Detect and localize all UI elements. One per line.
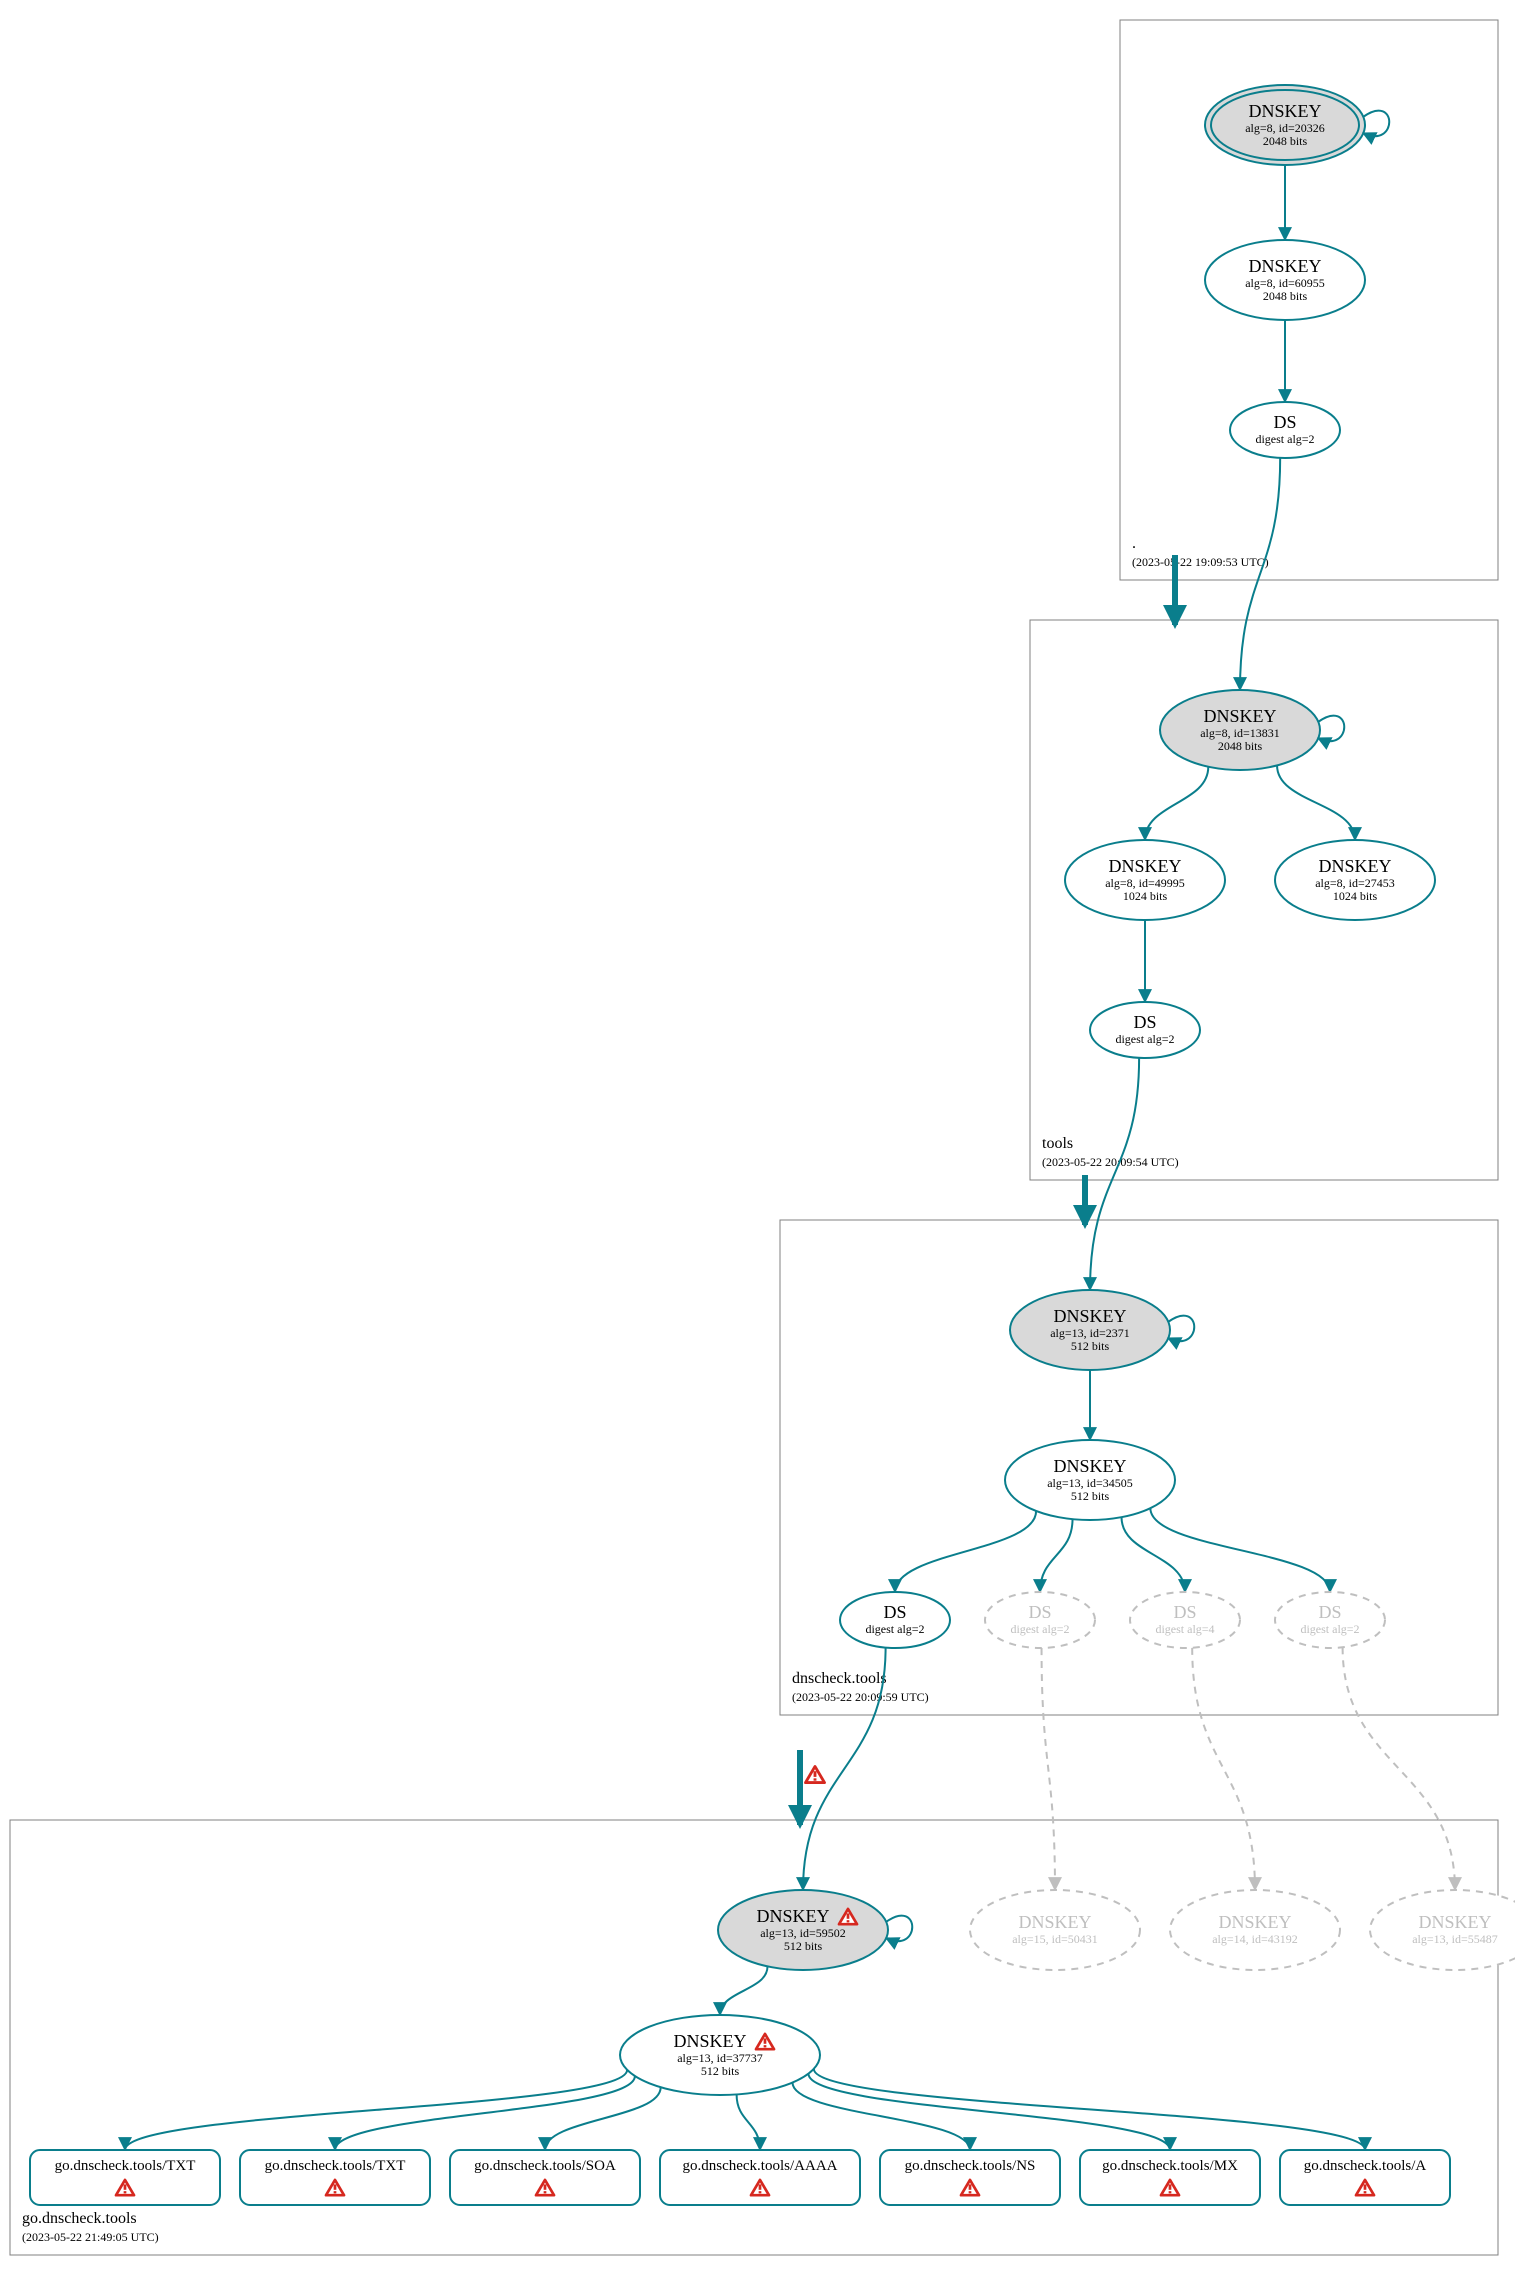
edge xyxy=(1240,458,1280,690)
svg-text:tools: tools xyxy=(1042,1135,1073,1152)
svg-text:512 bits: 512 bits xyxy=(784,1939,823,1953)
svg-text:.: . xyxy=(1132,535,1136,552)
svg-text:alg=15, id=50431: alg=15, id=50431 xyxy=(1012,1932,1098,1946)
svg-text:DS: DS xyxy=(1173,1602,1196,1622)
svg-text:DS: DS xyxy=(1133,1012,1156,1032)
svg-text:digest alg=2: digest alg=2 xyxy=(865,1622,924,1636)
edge xyxy=(792,2083,970,2150)
svg-text:go.dnscheck.tools/AAAA: go.dnscheck.tools/AAAA xyxy=(683,2158,838,2174)
svg-text:DNSKEY: DNSKEY xyxy=(673,2031,746,2051)
svg-text:DNSKEY: DNSKEY xyxy=(1248,101,1321,121)
svg-text:digest alg=4: digest alg=4 xyxy=(1155,1622,1214,1636)
svg-text:go.dnscheck.tools/A: go.dnscheck.tools/A xyxy=(1304,2158,1427,2174)
svg-text:digest alg=2: digest alg=2 xyxy=(1010,1622,1069,1636)
svg-text:DNSKEY: DNSKEY xyxy=(1018,1912,1091,1932)
warning-icon xyxy=(806,1766,825,1782)
self-loop xyxy=(1318,716,1344,742)
edge xyxy=(1090,1058,1139,1290)
svg-text:alg=8, id=49995: alg=8, id=49995 xyxy=(1105,876,1185,890)
svg-text:DS: DS xyxy=(1028,1602,1051,1622)
svg-text:512 bits: 512 bits xyxy=(1071,1489,1110,1503)
dnsviz-diagram: . (2023-05-22 19:09:53 UTC) tools (2023-05-… xyxy=(0,0,1515,2282)
svg-text:512 bits: 512 bits xyxy=(701,2064,740,2078)
svg-text:DNSKEY: DNSKEY xyxy=(756,1906,829,1926)
svg-text:digest alg=2: digest alg=2 xyxy=(1115,1032,1174,1046)
svg-text:DNSKEY: DNSKEY xyxy=(1053,1456,1126,1476)
svg-text:DS: DS xyxy=(883,1602,906,1622)
svg-text:2048 bits: 2048 bits xyxy=(1263,289,1308,303)
edge xyxy=(1042,1648,1055,1890)
svg-text:alg=8, id=27453: alg=8, id=27453 xyxy=(1315,876,1395,890)
svg-text:DNSKEY: DNSKEY xyxy=(1203,706,1276,726)
edge xyxy=(545,2087,661,2150)
svg-text:DS: DS xyxy=(1318,1602,1341,1622)
edge xyxy=(814,2069,1365,2150)
edge xyxy=(720,1966,768,2015)
svg-text:DNSKEY: DNSKEY xyxy=(1108,856,1181,876)
edge xyxy=(737,2094,760,2150)
svg-text:go.dnscheck.tools/NS: go.dnscheck.tools/NS xyxy=(905,2158,1036,2174)
svg-text:DNSKEY: DNSKEY xyxy=(1418,1912,1491,1932)
svg-text:alg=14, id=43192: alg=14, id=43192 xyxy=(1212,1932,1298,1946)
svg-text:1024 bits: 1024 bits xyxy=(1123,889,1168,903)
edge xyxy=(1145,767,1208,840)
svg-text:go.dnscheck.tools/TXT: go.dnscheck.tools/TXT xyxy=(265,2158,406,2174)
svg-text:go.dnscheck.tools/TXT: go.dnscheck.tools/TXT xyxy=(55,2158,196,2174)
svg-text:alg=13, id=2371: alg=13, id=2371 xyxy=(1050,1326,1130,1340)
svg-text:alg=13, id=37737: alg=13, id=37737 xyxy=(677,2051,763,2065)
edge xyxy=(895,1511,1036,1592)
svg-text:1024 bits: 1024 bits xyxy=(1333,889,1378,903)
svg-text:DNSKEY: DNSKEY xyxy=(1218,1912,1291,1932)
svg-text:DS: DS xyxy=(1273,412,1296,432)
edge xyxy=(1277,765,1355,840)
svg-text:DNSKEY: DNSKEY xyxy=(1248,256,1321,276)
svg-text:DNSKEY: DNSKEY xyxy=(1053,1306,1126,1326)
svg-text:go.dnscheck.tools/SOA: go.dnscheck.tools/SOA xyxy=(474,2158,616,2174)
svg-text:(2023-05-22 21:49:05 UTC): (2023-05-22 21:49:05 UTC) xyxy=(22,2230,159,2244)
svg-text:2048 bits: 2048 bits xyxy=(1263,134,1308,148)
self-loop xyxy=(886,1916,912,1942)
svg-text:go.dnscheck.tools: go.dnscheck.tools xyxy=(22,2210,137,2227)
svg-text:2048 bits: 2048 bits xyxy=(1218,739,1263,753)
svg-text:DNSKEY: DNSKEY xyxy=(1318,856,1391,876)
edge xyxy=(1150,1508,1330,1592)
svg-text:digest alg=2: digest alg=2 xyxy=(1255,432,1314,446)
edge xyxy=(1122,1517,1185,1592)
svg-text:alg=13, id=59502: alg=13, id=59502 xyxy=(760,1926,846,1940)
edge xyxy=(1040,1519,1073,1592)
edge xyxy=(1192,1648,1255,1890)
svg-text:(2023-05-22 20:09:54 UTC): (2023-05-22 20:09:54 UTC) xyxy=(1042,1155,1179,1169)
svg-text:512 bits: 512 bits xyxy=(1071,1339,1110,1353)
svg-text:alg=8, id=13831: alg=8, id=13831 xyxy=(1200,726,1280,740)
edge xyxy=(1343,1647,1455,1890)
svg-text:digest alg=2: digest alg=2 xyxy=(1300,1622,1359,1636)
svg-text:alg=13, id=55487: alg=13, id=55487 xyxy=(1412,1932,1498,1946)
self-loop xyxy=(1168,1316,1194,1342)
svg-text:alg=8, id=20326: alg=8, id=20326 xyxy=(1245,121,1325,135)
svg-text:go.dnscheck.tools/MX: go.dnscheck.tools/MX xyxy=(1102,2158,1238,2174)
svg-text:(2023-05-22 19:09:53 UTC): (2023-05-22 19:09:53 UTC) xyxy=(1132,555,1269,569)
svg-text:dnscheck.tools: dnscheck.tools xyxy=(792,1670,887,1687)
self-loop xyxy=(1363,111,1389,137)
svg-text:alg=8, id=60955: alg=8, id=60955 xyxy=(1245,276,1325,290)
svg-text:(2023-05-22 20:09:59 UTC): (2023-05-22 20:09:59 UTC) xyxy=(792,1690,929,1704)
svg-text:alg=13, id=34505: alg=13, id=34505 xyxy=(1047,1476,1133,1490)
